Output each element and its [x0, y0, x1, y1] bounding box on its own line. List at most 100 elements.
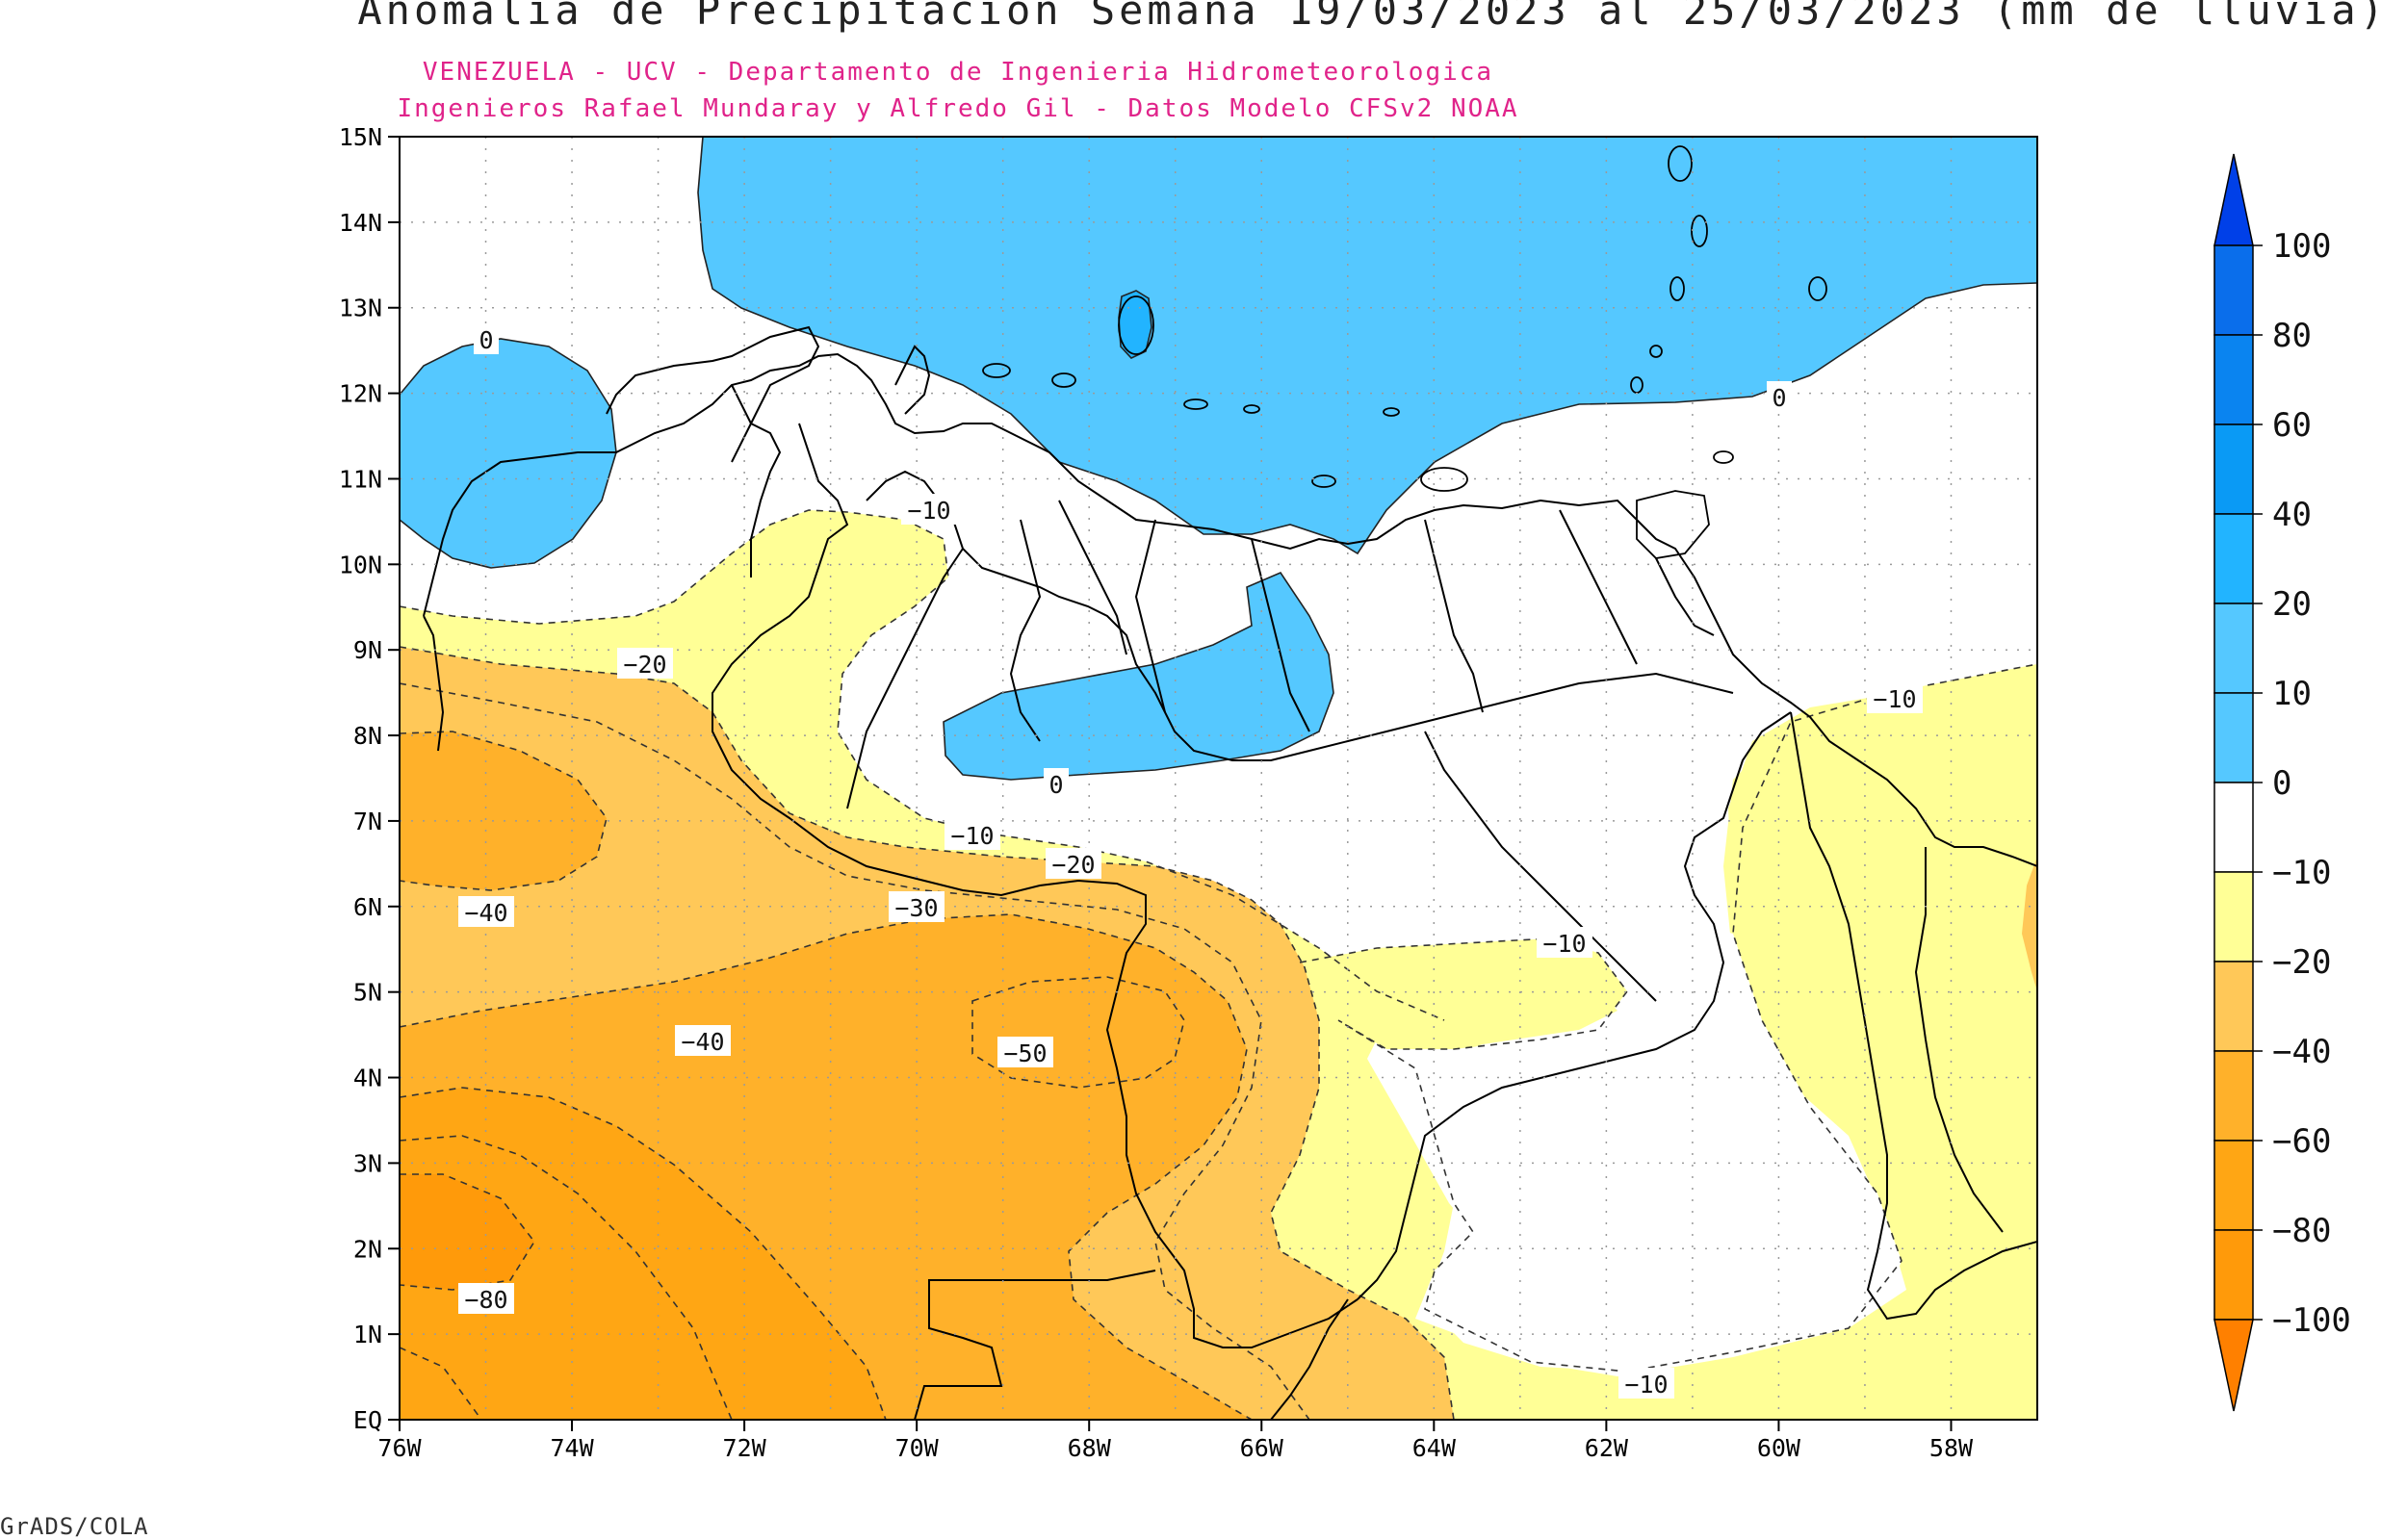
state-borders-c — [1009, 519, 1042, 742]
maracaibo-west — [731, 384, 782, 578]
contour-label-bg — [675, 1025, 731, 1056]
island-aves — [1118, 295, 1154, 355]
contour-label-bg — [945, 819, 1000, 850]
contour-label-bg — [1867, 682, 1923, 713]
colorbar-label: 40 — [2272, 496, 2312, 534]
fill-pos-west — [400, 339, 616, 568]
colorbar-segment — [2213, 334, 2254, 425]
state-borders-b — [846, 548, 964, 809]
colorbar-label: −60 — [2272, 1122, 2331, 1161]
lat-tick-label: 7N — [353, 808, 382, 835]
island-orchila — [1243, 404, 1260, 414]
state-borders-d — [1058, 500, 1127, 655]
colorbar-label: −100 — [2272, 1301, 2351, 1340]
contour-label: 0 — [1048, 771, 1063, 799]
lon-tick-label: 64W — [1412, 1434, 1457, 1462]
contour-label: −10 — [1873, 685, 1916, 713]
contour-label: −20 — [623, 651, 666, 679]
lat-tick-label: EQ — [353, 1406, 382, 1434]
fill-zero-south — [1411, 924, 1902, 1372]
contour-label: −30 — [894, 894, 938, 922]
state-borders-h — [1559, 509, 1638, 665]
contour-neg70 — [400, 1135, 733, 1420]
island-tobago — [1713, 450, 1734, 464]
lon-tick-label: 62W — [1585, 1434, 1629, 1462]
contour-neg60 — [400, 1087, 887, 1420]
lon-axis: 76W 74W 72W 70W 68W 66W 64W 62W 60W 58W — [377, 1420, 1974, 1462]
lat-tick-label: 6N — [353, 893, 382, 921]
lat-tick-label: 2N — [353, 1235, 382, 1263]
colorbar-label: −20 — [2272, 943, 2331, 982]
island-martinique — [1691, 215, 1708, 247]
island-blanquilla — [1383, 407, 1400, 417]
contour-neg40-west — [400, 731, 608, 891]
colorbar-label: 60 — [2272, 406, 2312, 445]
lat-tick-label: 4N — [353, 1065, 382, 1092]
contour-label-bg — [474, 323, 499, 354]
colorbar-label: −10 — [2272, 854, 2331, 892]
contour-neg40 — [400, 913, 1253, 1420]
colorbar-label: 20 — [2272, 585, 2312, 624]
lon-tick-label: 68W — [1068, 1434, 1112, 1462]
coastline-main — [423, 352, 2037, 867]
fill-neg80-core — [400, 1174, 534, 1290]
contour-label: −50 — [1003, 1040, 1047, 1067]
island-st-lucia — [1669, 276, 1685, 301]
subtitle-line-2: Ingenieros Rafael Mundaray y Alfredo Gil… — [397, 94, 1519, 123]
grads-credit: GrADS/COLA — [0, 1513, 149, 1540]
lat-tick-label: 5N — [353, 979, 382, 1007]
state-borders-j — [1655, 557, 1715, 636]
border-ven-south — [1357, 711, 1792, 1300]
island-guadeloupe — [1668, 145, 1693, 182]
lon-tick-label: 76W — [377, 1434, 422, 1462]
colorbar-segment — [2213, 1050, 2254, 1142]
contour-zero-llanos — [943, 572, 1334, 781]
contour-label: −10 — [1542, 930, 1586, 958]
fill-neg10-lobe — [1300, 938, 1627, 1049]
fill-neg60-band — [400, 1088, 886, 1420]
colorbar-segment — [2213, 692, 2254, 783]
fill-neg50-core — [972, 977, 1184, 1088]
contour-label: −10 — [950, 822, 994, 850]
anomaly-field — [400, 137, 2037, 1420]
contour-label-bg — [458, 896, 514, 927]
map-frame — [399, 136, 2038, 1421]
lon-tick-label: 70W — [895, 1434, 940, 1462]
contour-label-bg — [997, 1037, 1053, 1067]
island-tortuga — [1311, 475, 1336, 488]
colorbar-bottom-arrow — [2213, 1319, 2254, 1412]
colorbar-label: 10 — [2272, 675, 2312, 713]
island-los-roques — [1183, 398, 1208, 410]
contour-label-bg — [1537, 927, 1592, 958]
island-margarita — [1420, 467, 1468, 492]
fill-pos-island — [1119, 291, 1152, 358]
contour-label-bg — [458, 1283, 514, 1314]
lon-tick-label: 58W — [1929, 1434, 1974, 1462]
lat-tick-label: 15N — [339, 123, 382, 151]
lon-tick-label: 74W — [550, 1434, 594, 1462]
lat-tick-label: 9N — [353, 636, 382, 664]
contour-neg80 — [400, 1173, 535, 1291]
island-st-vincent — [1649, 345, 1663, 358]
contour-label-bg — [1044, 768, 1069, 799]
colorbar-label: −40 — [2272, 1033, 2331, 1071]
colorbar-segment — [2213, 782, 2254, 873]
border-suriname — [1914, 847, 2004, 1233]
colorbar-segment — [2213, 1229, 2254, 1321]
grid-lines — [400, 137, 2037, 1420]
border-col-bra — [914, 1270, 1156, 1420]
colorbar-segment — [2213, 244, 2254, 336]
fill-neg20-east — [2022, 857, 2037, 991]
border-amazonas — [1270, 1298, 1349, 1420]
lon-tick-label: 60W — [1757, 1434, 1801, 1462]
lat-tick-label: 13N — [339, 295, 382, 322]
contour-neg30 — [400, 682, 1310, 1420]
colorbar-segment — [2213, 961, 2254, 1052]
contour-label: 0 — [479, 326, 493, 354]
panama-edge — [423, 615, 445, 752]
contour-label-bg — [1046, 848, 1101, 879]
lat-tick-label: 14N — [339, 209, 382, 237]
lat-tick-label: 3N — [353, 1149, 382, 1177]
border-col-ven — [712, 423, 1359, 1348]
